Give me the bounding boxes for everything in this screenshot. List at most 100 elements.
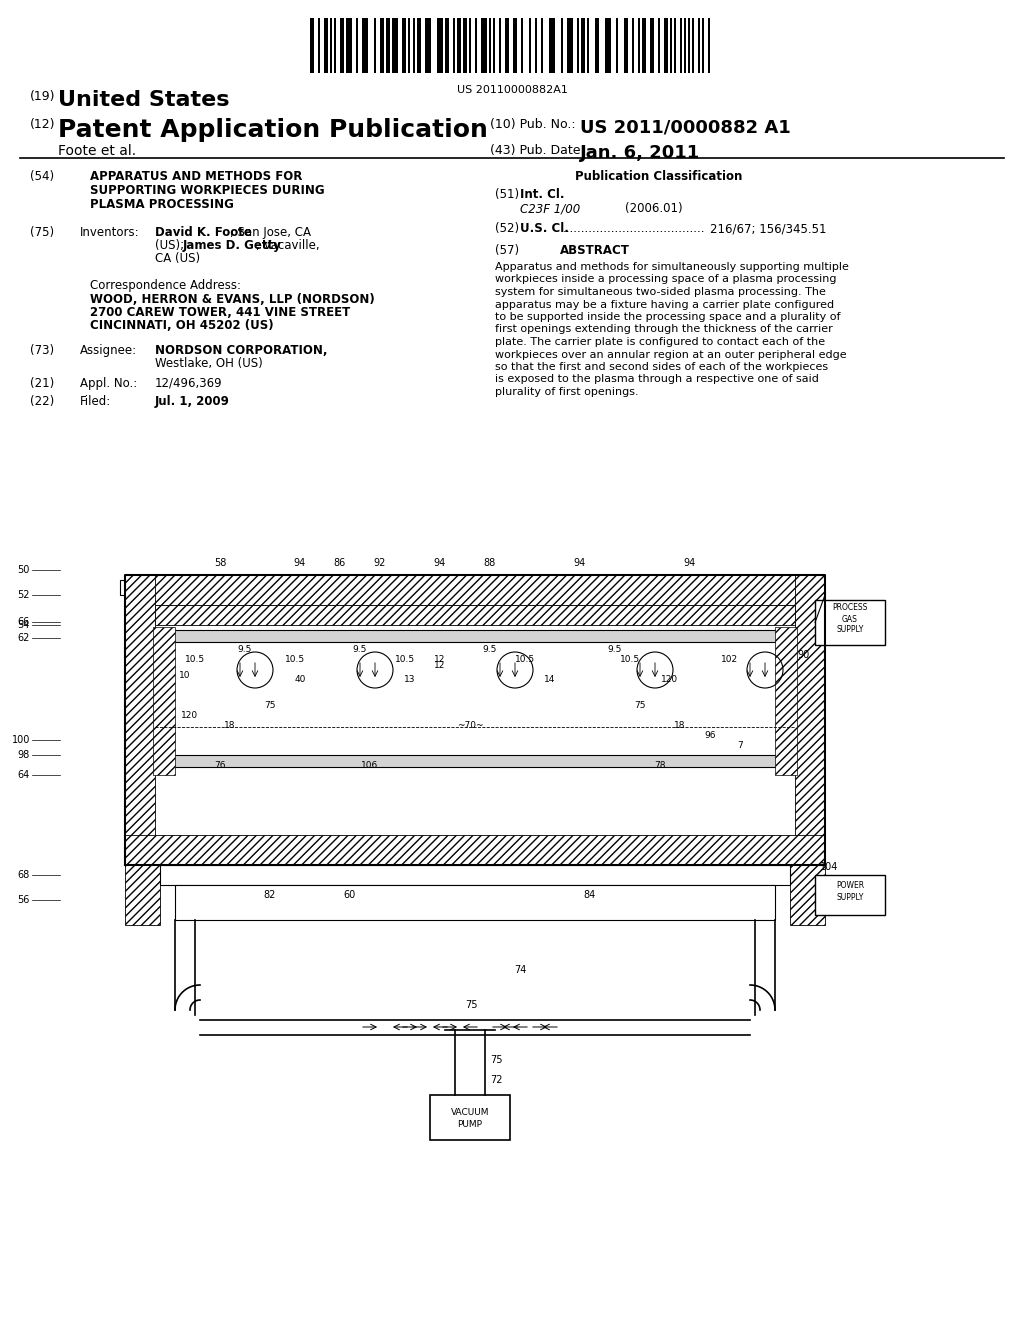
Text: 75: 75 [264, 701, 275, 710]
Bar [638, 18, 640, 73]
Text: (US);: (US); [155, 239, 187, 252]
Text: (22): (22) [30, 395, 54, 408]
Bar [692, 18, 694, 73]
Bar [790, 865, 825, 925]
Text: 14: 14 [545, 676, 556, 685]
Bar [153, 627, 175, 775]
Bar [674, 18, 676, 73]
Text: 68: 68 [17, 870, 30, 880]
Bar [375, 18, 377, 73]
Bar [125, 576, 155, 865]
Bar [688, 18, 690, 73]
Text: system for simultaneous two-sided plasma processing. The: system for simultaneous two-sided plasma… [495, 286, 826, 297]
Text: so that the first and second sides of each of the workpieces: so that the first and second sides of ea… [495, 362, 828, 372]
Bar [632, 18, 634, 73]
Bar [155, 755, 795, 767]
Bar [469, 18, 471, 73]
Text: WOOD, HERRON & EVANS, LLP (NORDSON): WOOD, HERRON & EVANS, LLP (NORDSON) [90, 293, 375, 306]
Bar [529, 18, 531, 73]
Text: (21): (21) [30, 378, 54, 389]
Text: Foote et al.: Foote et al. [58, 144, 136, 158]
Text: Jul. 1, 2009: Jul. 1, 2009 [155, 395, 229, 408]
Bar [481, 18, 486, 73]
Bar [815, 875, 885, 915]
Text: 66: 66 [17, 616, 30, 627]
Text: 40: 40 [294, 676, 306, 685]
Text: 12: 12 [434, 660, 445, 669]
Text: 106: 106 [361, 760, 379, 770]
Text: PLASMA PROCESSING: PLASMA PROCESSING [90, 198, 233, 211]
Bar [488, 18, 490, 73]
Bar [624, 18, 628, 73]
Text: U.S. Cl.: U.S. Cl. [520, 222, 569, 235]
Text: apparatus may be a fixture having a carrier plate configured: apparatus may be a fixture having a carr… [495, 300, 835, 309]
Bar [155, 630, 795, 642]
Bar [155, 605, 795, 624]
Bar [463, 18, 467, 73]
Bar [664, 18, 668, 73]
Bar [125, 865, 160, 925]
Text: 62: 62 [17, 634, 30, 643]
Text: GAS: GAS [842, 615, 858, 623]
Text: (10) Pub. No.:: (10) Pub. No.: [490, 117, 575, 131]
Text: 18: 18 [224, 721, 236, 730]
Text: 12/496,369: 12/496,369 [155, 378, 222, 389]
Text: 120: 120 [662, 676, 679, 685]
Bar [436, 18, 442, 73]
Text: (52): (52) [495, 222, 519, 235]
Text: 120: 120 [181, 710, 199, 719]
Text: SUPPLY: SUPPLY [837, 892, 863, 902]
Text: (73): (73) [30, 345, 54, 356]
Bar [340, 18, 344, 73]
Text: 96: 96 [705, 730, 716, 739]
Bar [578, 18, 580, 73]
Text: PUMP: PUMP [458, 1119, 482, 1129]
Text: to be supported inside the processing space and a plurality of: to be supported inside the processing sp… [495, 312, 841, 322]
Bar [425, 18, 431, 73]
Text: 9.5: 9.5 [482, 645, 498, 655]
Bar [615, 18, 617, 73]
Bar [642, 18, 646, 73]
Text: workpieces over an annular region at an outer peripheral edge: workpieces over an annular region at an … [495, 350, 847, 359]
Bar [657, 18, 659, 73]
Text: 86: 86 [334, 558, 346, 568]
Text: plurality of first openings.: plurality of first openings. [495, 387, 639, 397]
Bar [708, 18, 710, 73]
Bar [125, 836, 825, 865]
Text: 60: 60 [344, 890, 356, 900]
Bar [815, 601, 885, 645]
Bar [356, 18, 358, 73]
Text: APPARATUS AND METHODS FOR: APPARATUS AND METHODS FOR [90, 170, 302, 183]
Text: 10.5: 10.5 [185, 656, 205, 664]
Bar [588, 18, 590, 73]
Text: 92: 92 [374, 558, 386, 568]
Text: ABSTRACT: ABSTRACT [560, 244, 630, 257]
Bar [444, 18, 449, 73]
Text: 9.5: 9.5 [238, 645, 252, 655]
Text: is exposed to the plasma through a respective one of said: is exposed to the plasma through a respe… [495, 375, 819, 384]
Text: (2006.01): (2006.01) [625, 202, 683, 215]
Bar [120, 579, 820, 595]
Bar [521, 18, 523, 73]
Text: Appl. No.:: Appl. No.: [80, 378, 137, 389]
Bar [175, 884, 775, 920]
Bar [417, 18, 421, 73]
Text: 94: 94 [434, 558, 446, 568]
Text: PROCESS: PROCESS [833, 603, 867, 612]
Bar [684, 18, 686, 73]
Text: 74: 74 [514, 965, 526, 975]
Text: 58: 58 [214, 558, 226, 568]
Text: , San Jose, CA: , San Jose, CA [230, 226, 311, 239]
Bar [561, 18, 563, 73]
Text: 54: 54 [17, 620, 30, 630]
Bar [513, 18, 517, 73]
Text: SUPPLY: SUPPLY [837, 626, 863, 635]
Bar [505, 18, 509, 73]
Bar [567, 18, 573, 73]
Text: 75: 75 [490, 1055, 503, 1065]
Text: 78: 78 [654, 760, 666, 770]
Bar [595, 18, 599, 73]
Text: 12: 12 [434, 656, 445, 664]
Bar [380, 18, 384, 73]
Bar [334, 18, 336, 73]
